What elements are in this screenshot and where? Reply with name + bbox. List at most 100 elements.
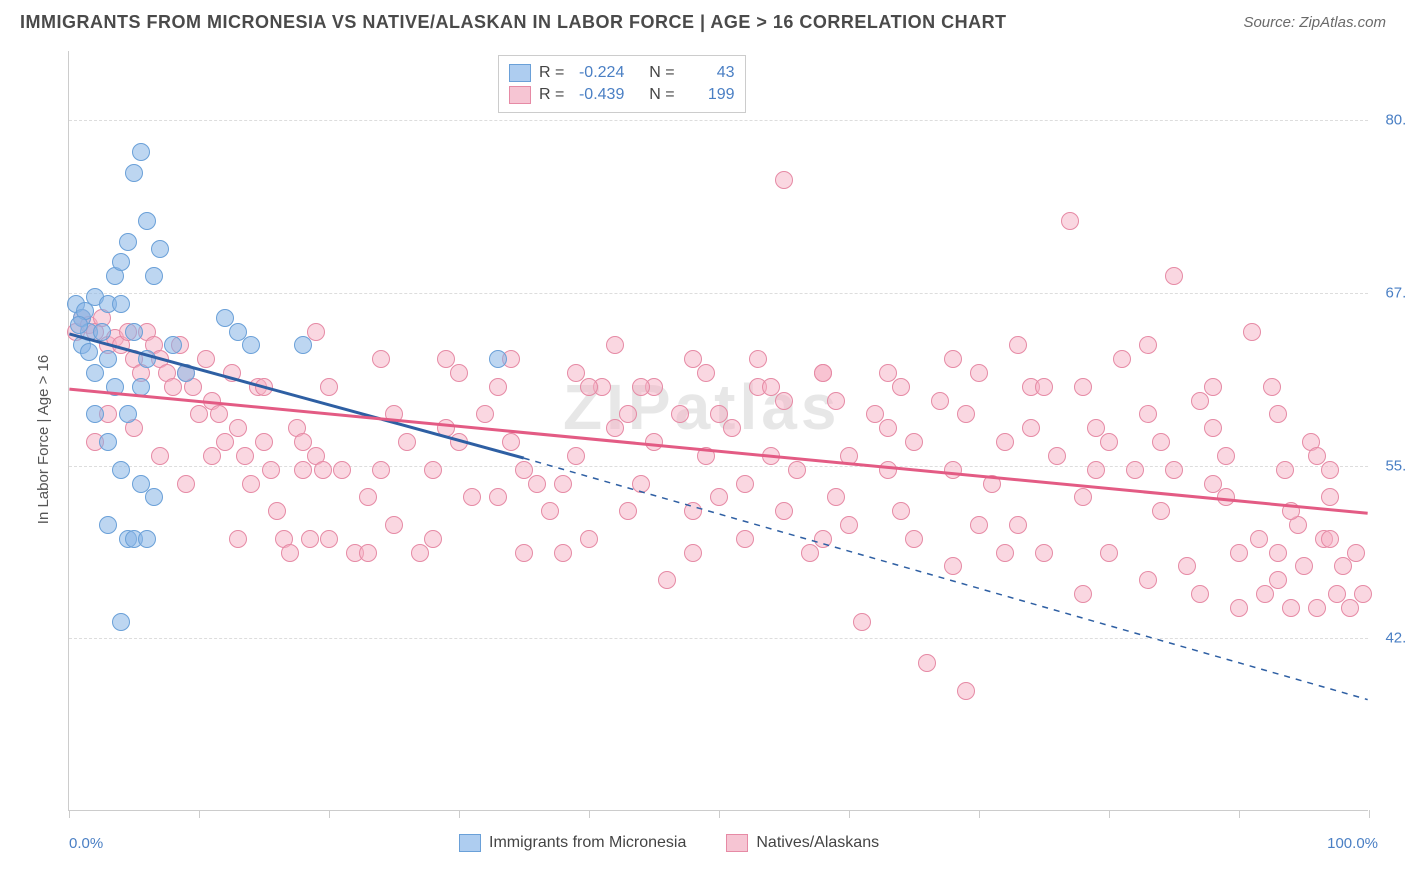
data-point [138,212,156,230]
data-point [1009,336,1027,354]
data-point [762,378,780,396]
data-point [1204,419,1222,437]
data-point [1334,557,1352,575]
data-point [1022,419,1040,437]
stat-n-label: N = [649,64,674,82]
data-point [463,488,481,506]
data-point [489,350,507,368]
data-point [1282,599,1300,617]
data-point [450,364,468,382]
data-point [788,461,806,479]
data-point [1276,461,1294,479]
data-point [606,419,624,437]
data-point [424,530,442,548]
data-point [970,364,988,382]
data-point [1048,447,1066,465]
data-point [684,350,702,368]
data-point [1341,599,1359,617]
data-point [736,475,754,493]
x-tick [1239,810,1240,818]
data-point [242,336,260,354]
data-point [736,530,754,548]
data-point [580,378,598,396]
data-point [944,461,962,479]
data-point [697,447,715,465]
data-point [879,364,897,382]
legend-swatch [509,64,531,82]
x-tick [979,810,980,818]
data-point [502,433,520,451]
data-point [151,447,169,465]
data-point [242,475,260,493]
data-point [385,405,403,423]
stat-n-value: 199 [683,86,735,104]
data-point [385,516,403,534]
data-point [177,364,195,382]
data-point [684,544,702,562]
gridline [69,293,1368,294]
data-point [151,240,169,258]
data-point [996,433,1014,451]
data-point [1269,571,1287,589]
data-point [853,613,871,631]
data-point [1191,392,1209,410]
data-point [132,378,150,396]
data-point [827,392,845,410]
data-point [1061,212,1079,230]
data-point [1074,585,1092,603]
data-point [359,544,377,562]
legend-swatch [509,86,531,104]
data-point [541,502,559,520]
data-point [515,544,533,562]
data-point [301,530,319,548]
data-point [177,475,195,493]
y-tick-label: 67.5% [1385,284,1406,301]
data-point [268,502,286,520]
data-point [223,364,241,382]
x-tick-label-right: 100.0% [1327,835,1378,852]
data-point [197,350,215,368]
data-point [580,530,598,548]
data-point [145,488,163,506]
data-point [931,392,949,410]
data-point [119,405,137,423]
data-point [1217,447,1235,465]
stat-r-value: -0.439 [572,86,624,104]
data-point [710,488,728,506]
data-point [398,433,416,451]
data-point [489,378,507,396]
data-point [1321,461,1339,479]
data-point [476,405,494,423]
stats-box: R =-0.224 N =43R =-0.439 N =199 [498,55,746,113]
x-tick [849,810,850,818]
data-point [814,530,832,548]
data-point [229,530,247,548]
data-point [1321,530,1339,548]
stat-r-value: -0.224 [572,64,624,82]
data-point [86,364,104,382]
data-point [132,143,150,161]
stats-row: R =-0.439 N =199 [509,84,735,106]
data-point [983,475,1001,493]
data-point [619,502,637,520]
data-point [1139,571,1157,589]
data-point [814,364,832,382]
data-point [1165,267,1183,285]
data-point [112,461,130,479]
data-point [86,405,104,423]
data-point [944,557,962,575]
data-point [892,378,910,396]
data-point [1295,557,1313,575]
data-point [801,544,819,562]
stat-n-label: N = [649,86,674,104]
data-point [996,544,1014,562]
gridline [69,120,1368,121]
legend-item: Immigrants from Micronesia [459,834,686,852]
chart-title: IMMIGRANTS FROM MICRONESIA VS NATIVE/ALA… [20,12,1007,33]
legend-swatch [726,834,748,852]
data-point [424,461,442,479]
data-point [307,323,325,341]
data-point [892,502,910,520]
data-point [320,378,338,396]
data-point [190,405,208,423]
